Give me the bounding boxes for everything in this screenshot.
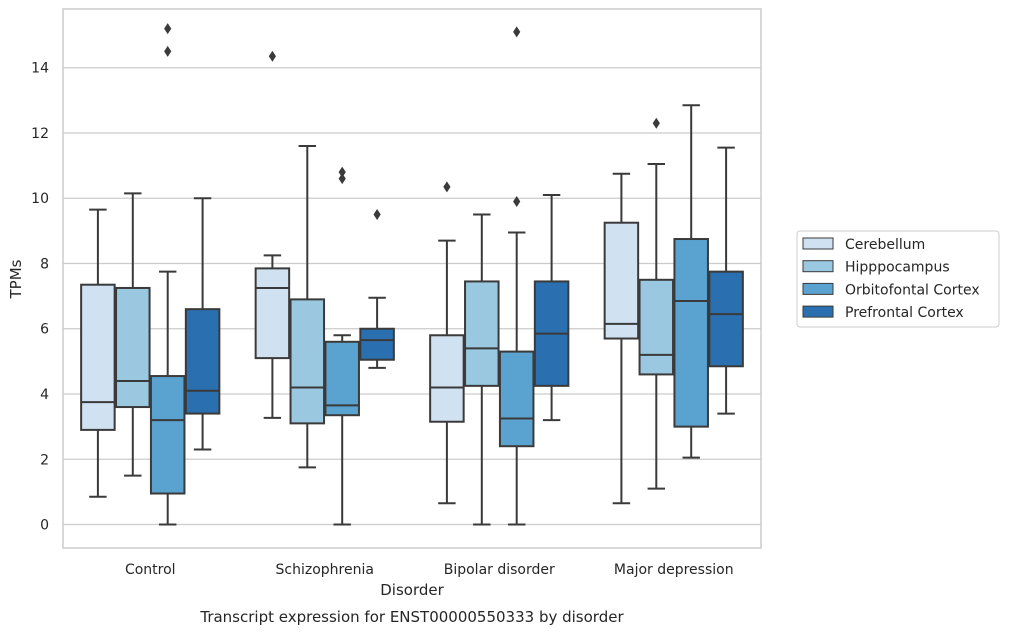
box-prefrontal-cortex [708,146,744,415]
box-iqr [708,270,744,368]
legend-frame [796,230,1000,328]
legend-swatch [802,260,834,273]
box-iqr [324,340,360,417]
boxes [80,23,744,526]
box-orbitofontal-cortex [324,166,360,526]
x-tick-labels: Control Schizophrenia Bipolar disorder Majo… [125,562,734,578]
box-hipppocampus [289,145,326,469]
box-iqr [638,278,675,376]
box-iqr [80,283,116,431]
y-axis-title: TPMs [7,259,25,299]
y-tick-label: 14 [31,61,49,77]
box-cerebellum [80,208,116,498]
y-tick-label: 12 [31,126,49,142]
outlier-point [268,50,276,62]
box-orbitofontal-cortex [498,26,535,526]
y-tick-label: 2 [40,452,49,468]
box-hipppocampus [464,213,500,526]
y-tick-label: 10 [31,191,49,207]
outlier-point [513,196,521,207]
legend-label: Hipppocampus [845,260,950,276]
outlier-point [652,117,660,129]
outlier-point [164,23,172,35]
box-orbitofontal-cortex [149,23,186,526]
box-prefrontal-cortex [533,193,570,422]
legend-label: Orbitofontal Cortex [845,282,980,298]
legend-swatch [802,237,834,250]
box-iqr [184,308,221,415]
y-tick-label: 8 [40,256,49,272]
plot-frame [62,8,762,549]
box-iqr [498,350,535,448]
box-iqr [115,286,151,409]
outlier-point [373,209,381,221]
x-tick-label: Major depression [614,562,734,578]
legend-label: Cerebellum [845,237,925,253]
chart-title: Transcript expression for ENST0000055033… [199,608,624,626]
x-axis-title: Disorder [380,581,444,599]
box-prefrontal-cortex [184,197,221,451]
x-tick-label: Schizophrenia [276,562,374,578]
box-cerebellum [603,172,640,505]
legend-swatch [802,305,834,318]
box-orbitofontal-cortex [673,104,709,459]
box-iqr [603,221,640,340]
outlier-point [513,26,521,38]
y-tick-label: 0 [40,518,49,534]
box-iqr [254,267,291,360]
box-cerebellum [254,50,291,419]
y-tick-label: 6 [40,322,49,338]
box-prefrontal-cortex [359,209,395,369]
legend: Cerebellum Hipppocampus Orbitofontal Corte… [796,230,1000,328]
box-hipppocampus [115,192,151,477]
outlier-point [338,173,346,185]
box-iqr [149,375,186,495]
outlier-point [338,166,346,178]
legend-swatch [802,282,834,295]
x-tick-label: Bipolar disorder [444,562,555,578]
x-tick-label: Control [125,562,176,578]
box-iqr [429,334,465,423]
box-hipppocampus [638,117,675,490]
outlier-point [443,181,451,193]
box-iqr [464,280,500,387]
y-tick-labels: 0 2 4 6 8 10 12 14 [31,61,49,534]
box-iqr [289,298,326,425]
box-iqr [359,327,395,361]
box-iqr [673,238,709,428]
legend-label: Prefrontal Cortex [845,305,964,321]
outlier-point [164,45,172,57]
box-cerebellum [429,181,465,505]
y-tick-label: 4 [40,387,49,403]
